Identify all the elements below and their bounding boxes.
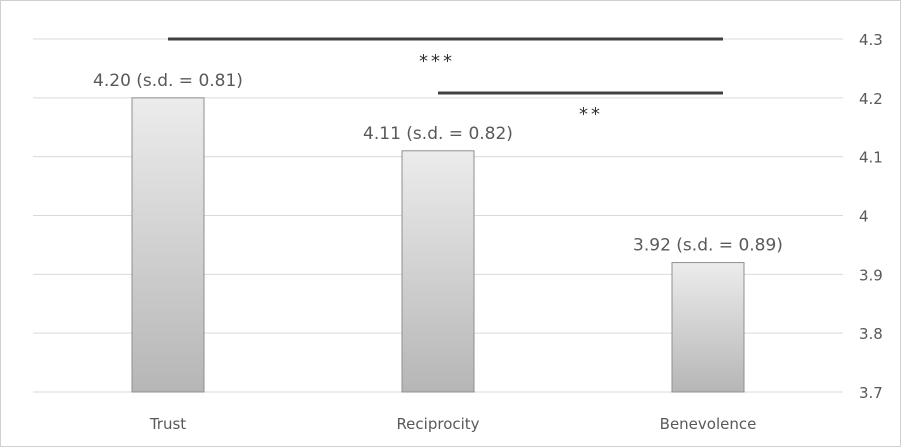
y-tick-label: 4.2	[859, 90, 883, 108]
x-axis-labels: Trust Reciprocity Benevolence	[149, 415, 757, 433]
y-tick-label: 4.3	[859, 31, 883, 49]
x-tick-label: Reciprocity	[396, 415, 479, 433]
bar-reciprocity	[401, 150, 475, 393]
data-label: 4.11 (s.d. = 0.82)	[363, 124, 513, 144]
y-tick-label: 3.9	[859, 266, 883, 284]
bar-trust	[131, 97, 205, 393]
x-tick-label: Benevolence	[660, 415, 757, 433]
significance-stars: **	[579, 104, 603, 125]
y-tick-label: 3.7	[859, 384, 883, 402]
bars	[131, 97, 745, 393]
bar-benevolence	[671, 262, 745, 393]
significance-brackets: *****	[168, 37, 723, 125]
y-tick-label: 4	[859, 208, 869, 226]
y-tick-label: 3.8	[859, 325, 883, 343]
y-tick-label: 4.1	[859, 149, 883, 167]
data-label: 3.92 (s.d. = 0.89)	[633, 236, 783, 256]
data-label: 4.20 (s.d. = 0.81)	[93, 71, 243, 91]
x-tick-label: Trust	[149, 415, 186, 433]
significance-stars: ***	[419, 51, 455, 72]
y-axis-ticks: 3.7 3.8 3.9 4 4.1 4.2 4.3	[859, 31, 883, 402]
data-labels: 4.20 (s.d. = 0.81) 4.11 (s.d. = 0.82) 3.92…	[93, 71, 783, 256]
